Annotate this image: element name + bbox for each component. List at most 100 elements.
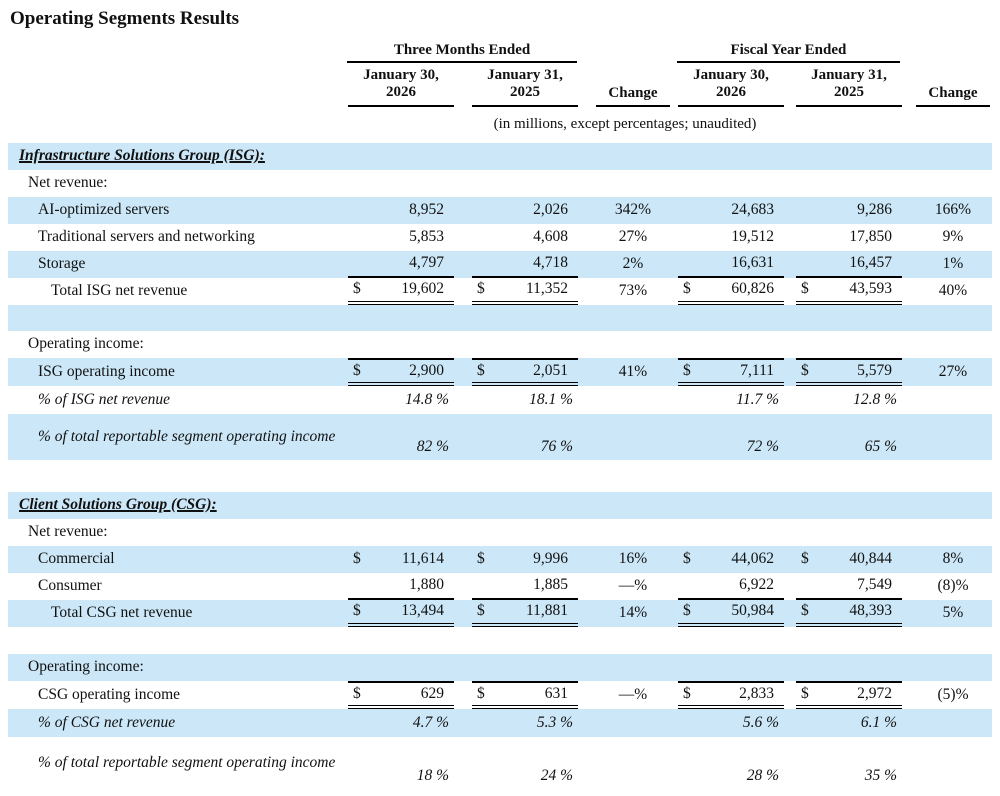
dollar-sign: $ [353, 602, 361, 619]
spacer-row [8, 460, 992, 492]
amount-cell: 5.6 % [678, 709, 784, 737]
amount-value: 24,683 [731, 201, 774, 218]
change-cell: 5% [942, 604, 964, 621]
row-label-text: Operating income: [28, 658, 144, 675]
table-row: Operating income: [8, 653, 992, 681]
row-label: Storage [8, 251, 348, 278]
change-cell: 9% [942, 228, 964, 245]
amount-cell: 2,026 [472, 197, 578, 224]
amount-value: 11,881 [525, 602, 568, 619]
amount-value: 76 % [540, 437, 573, 455]
table-row: ISG operating income $2,900 $2,051 41% $7,11… [8, 357, 992, 386]
amount-cell: 18 % [348, 737, 454, 789]
table-row: Traditional servers and networking 5,853 4… [8, 224, 992, 251]
row-label-text: Total CSG net revenue [51, 604, 193, 621]
row-label-text: Total ISG net revenue [51, 282, 188, 299]
table-row: Total CSG net revenue $13,494 $11,881 14% $5… [8, 599, 992, 627]
row-label: % of total reportable segment operating … [8, 414, 348, 460]
table-row: Storage 4,797 4,718 2% 16,631 16,457 1% [8, 250, 992, 278]
amount-value: 2,900 [409, 361, 444, 379]
amount-value: 5,579 [857, 361, 892, 379]
table-row: % of ISG net revenue 14.8 % 18.1 % 11.7 % 12… [8, 386, 992, 414]
table-row: % of CSG net revenue 4.7 % 5.3 % 5.6 % 6.1 % [8, 708, 992, 737]
amount-value: 11.7 % [736, 390, 779, 408]
amount-value: 82 % [416, 437, 449, 455]
table-row: Net revenue: [8, 170, 992, 197]
amount-value: 2,972 [857, 684, 892, 702]
column-group-three-months: Three Months Ended [347, 42, 577, 63]
row-label-text: Storage [38, 255, 86, 272]
amount-cell: $44,062 [678, 546, 784, 573]
row-label-text: Infrastructure Solutions Group (ISG): [19, 147, 265, 164]
amount-value: 14.8 % [405, 390, 449, 408]
row-label-text: Net revenue: [28, 174, 108, 191]
table-row: Total ISG net revenue $19,602 $11,352 73% $6… [8, 278, 992, 305]
amount-value: 60,826 [731, 280, 774, 297]
units-note: (in millions, except percentages; unaudi… [493, 116, 757, 132]
table-row: % of total reportable segment operating … [8, 737, 992, 789]
amount-value: 28 % [746, 766, 779, 784]
amount-value: 24 % [540, 766, 573, 784]
amount-cell: 65 % [796, 414, 902, 460]
table-row: CSG operating income $629 $631 —% $2,833 $2,9… [8, 680, 992, 709]
row-label: % of ISG net revenue [8, 386, 348, 414]
change-cell: 166% [934, 201, 972, 218]
amount-value: 16,457 [849, 254, 892, 271]
amount-value: 6,922 [739, 576, 774, 593]
amount-cell: 76 % [472, 414, 578, 460]
amount-value: 4,608 [533, 228, 568, 245]
change-cell [596, 386, 670, 414]
row-label: Operating income: [8, 654, 348, 681]
change-cell: (5)% [937, 685, 969, 703]
change-cell [916, 386, 990, 414]
table-row: Infrastructure Solutions Group (ISG): [8, 142, 992, 170]
dollar-sign: $ [477, 361, 485, 379]
page-title: Operating Segments Results [10, 8, 240, 29]
amount-cell: 16,457 [796, 251, 902, 278]
table-header-groups: Three Months Ended Fiscal Year Ended [8, 42, 992, 63]
row-label-text: ISG operating income [38, 362, 175, 380]
dollar-sign: $ [683, 280, 691, 297]
column-header-date: January 30, 2026 [348, 67, 454, 107]
amount-cell: 24 % [472, 737, 578, 789]
dollar-sign: $ [477, 280, 485, 297]
row-label: ISG operating income [8, 358, 348, 386]
amount-cell: $11,614 [348, 546, 454, 573]
dollar-sign: $ [353, 550, 361, 567]
amount-cell: 7,549 [796, 573, 902, 600]
amount-cell: $2,051 [472, 357, 578, 386]
change-cell [596, 709, 670, 737]
amount-cell: $5,579 [796, 357, 902, 386]
change-cell [916, 737, 990, 789]
amount-cell: $50,984 [678, 600, 784, 627]
amount-cell: 18.1 % [472, 386, 578, 414]
amount-value: 40,844 [849, 550, 892, 567]
row-label: Total CSG net revenue [8, 600, 348, 627]
amount-value: 11,614 [401, 550, 444, 567]
table-row: Operating income: [8, 331, 992, 358]
row-label-text: % of ISG net revenue [38, 390, 170, 408]
amount-value: 2,833 [739, 684, 774, 702]
dollar-sign: $ [477, 684, 485, 702]
amount-cell: 4,608 [472, 224, 578, 251]
row-label: % of total reportable segment operating … [8, 737, 348, 789]
amount-value: 11,352 [525, 280, 568, 297]
amount-cell: 28 % [678, 737, 784, 789]
amount-value: 1,880 [409, 576, 444, 593]
amount-value: 13,494 [401, 602, 444, 619]
row-label: Total ISG net revenue [8, 278, 348, 305]
column-header-date: January 31, 2025 [472, 67, 578, 107]
change-cell: —% [618, 685, 648, 703]
change-cell [596, 414, 670, 460]
amount-value: 12.8 % [853, 390, 897, 408]
amount-value: 35 % [864, 766, 897, 784]
amount-cell: $11,881 [472, 600, 578, 627]
amount-cell: $9,996 [472, 546, 578, 573]
amount-cell: 4,797 [348, 251, 454, 278]
amount-cell: 82 % [348, 414, 454, 460]
amount-value: 5.6 % [742, 713, 779, 731]
amount-value: 629 [420, 684, 444, 702]
amount-cell: 8,952 [348, 197, 454, 224]
amount-cell: 4.7 % [348, 709, 454, 737]
change-cell: 41% [618, 362, 648, 380]
